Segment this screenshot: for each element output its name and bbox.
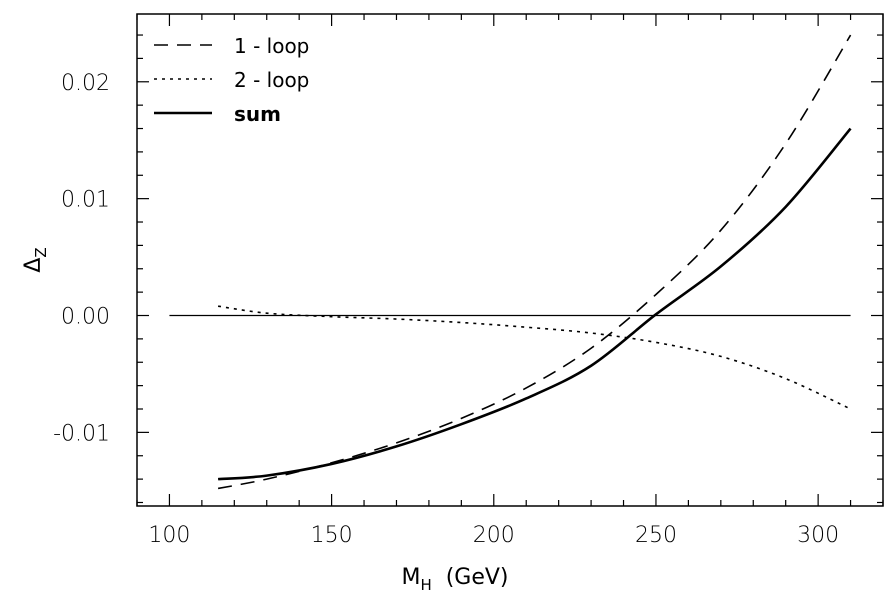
x-axis-label-sub: H: [420, 576, 431, 594]
legend-label-sum: sum: [234, 102, 281, 126]
series-line-sum: [217, 127, 852, 481]
y-axis-label: ΔZ: [21, 247, 50, 272]
x-tick-label: 150: [311, 523, 353, 548]
y-tick-label: 0.01: [61, 188, 110, 213]
x-axis-label: MH (GeV): [401, 565, 508, 594]
y-axis-label-main: Δ: [21, 258, 46, 273]
series-line-1-loop: [217, 34, 852, 490]
x-tick-label: 300: [797, 523, 839, 548]
x-tick-label: 100: [148, 523, 190, 548]
series-group: [217, 34, 852, 490]
axis-tick-labels: 100 150 200 250 300 -0.01 0.00 0.01 0.02: [53, 71, 839, 548]
y-tick-label: -0.01: [53, 421, 110, 446]
legend: 1 - loop 2 - loop sum: [154, 34, 309, 126]
y-axis-label-sub: Z: [32, 247, 50, 257]
y-tick-label: 0.02: [61, 71, 110, 96]
legend-label-1-loop: 1 - loop: [234, 34, 309, 58]
x-axis-label-main: M: [401, 565, 420, 590]
x-axis-label-unit: (GeV): [446, 565, 509, 590]
x-tick-label: 250: [635, 523, 677, 548]
legend-label-2-loop: 2 - loop: [234, 68, 309, 92]
x-tick-label: 200: [473, 523, 515, 548]
axis-ticks: [136, 14, 884, 506]
y-tick-label: 0.00: [61, 305, 110, 330]
plot-frame: [136, 13, 884, 507]
